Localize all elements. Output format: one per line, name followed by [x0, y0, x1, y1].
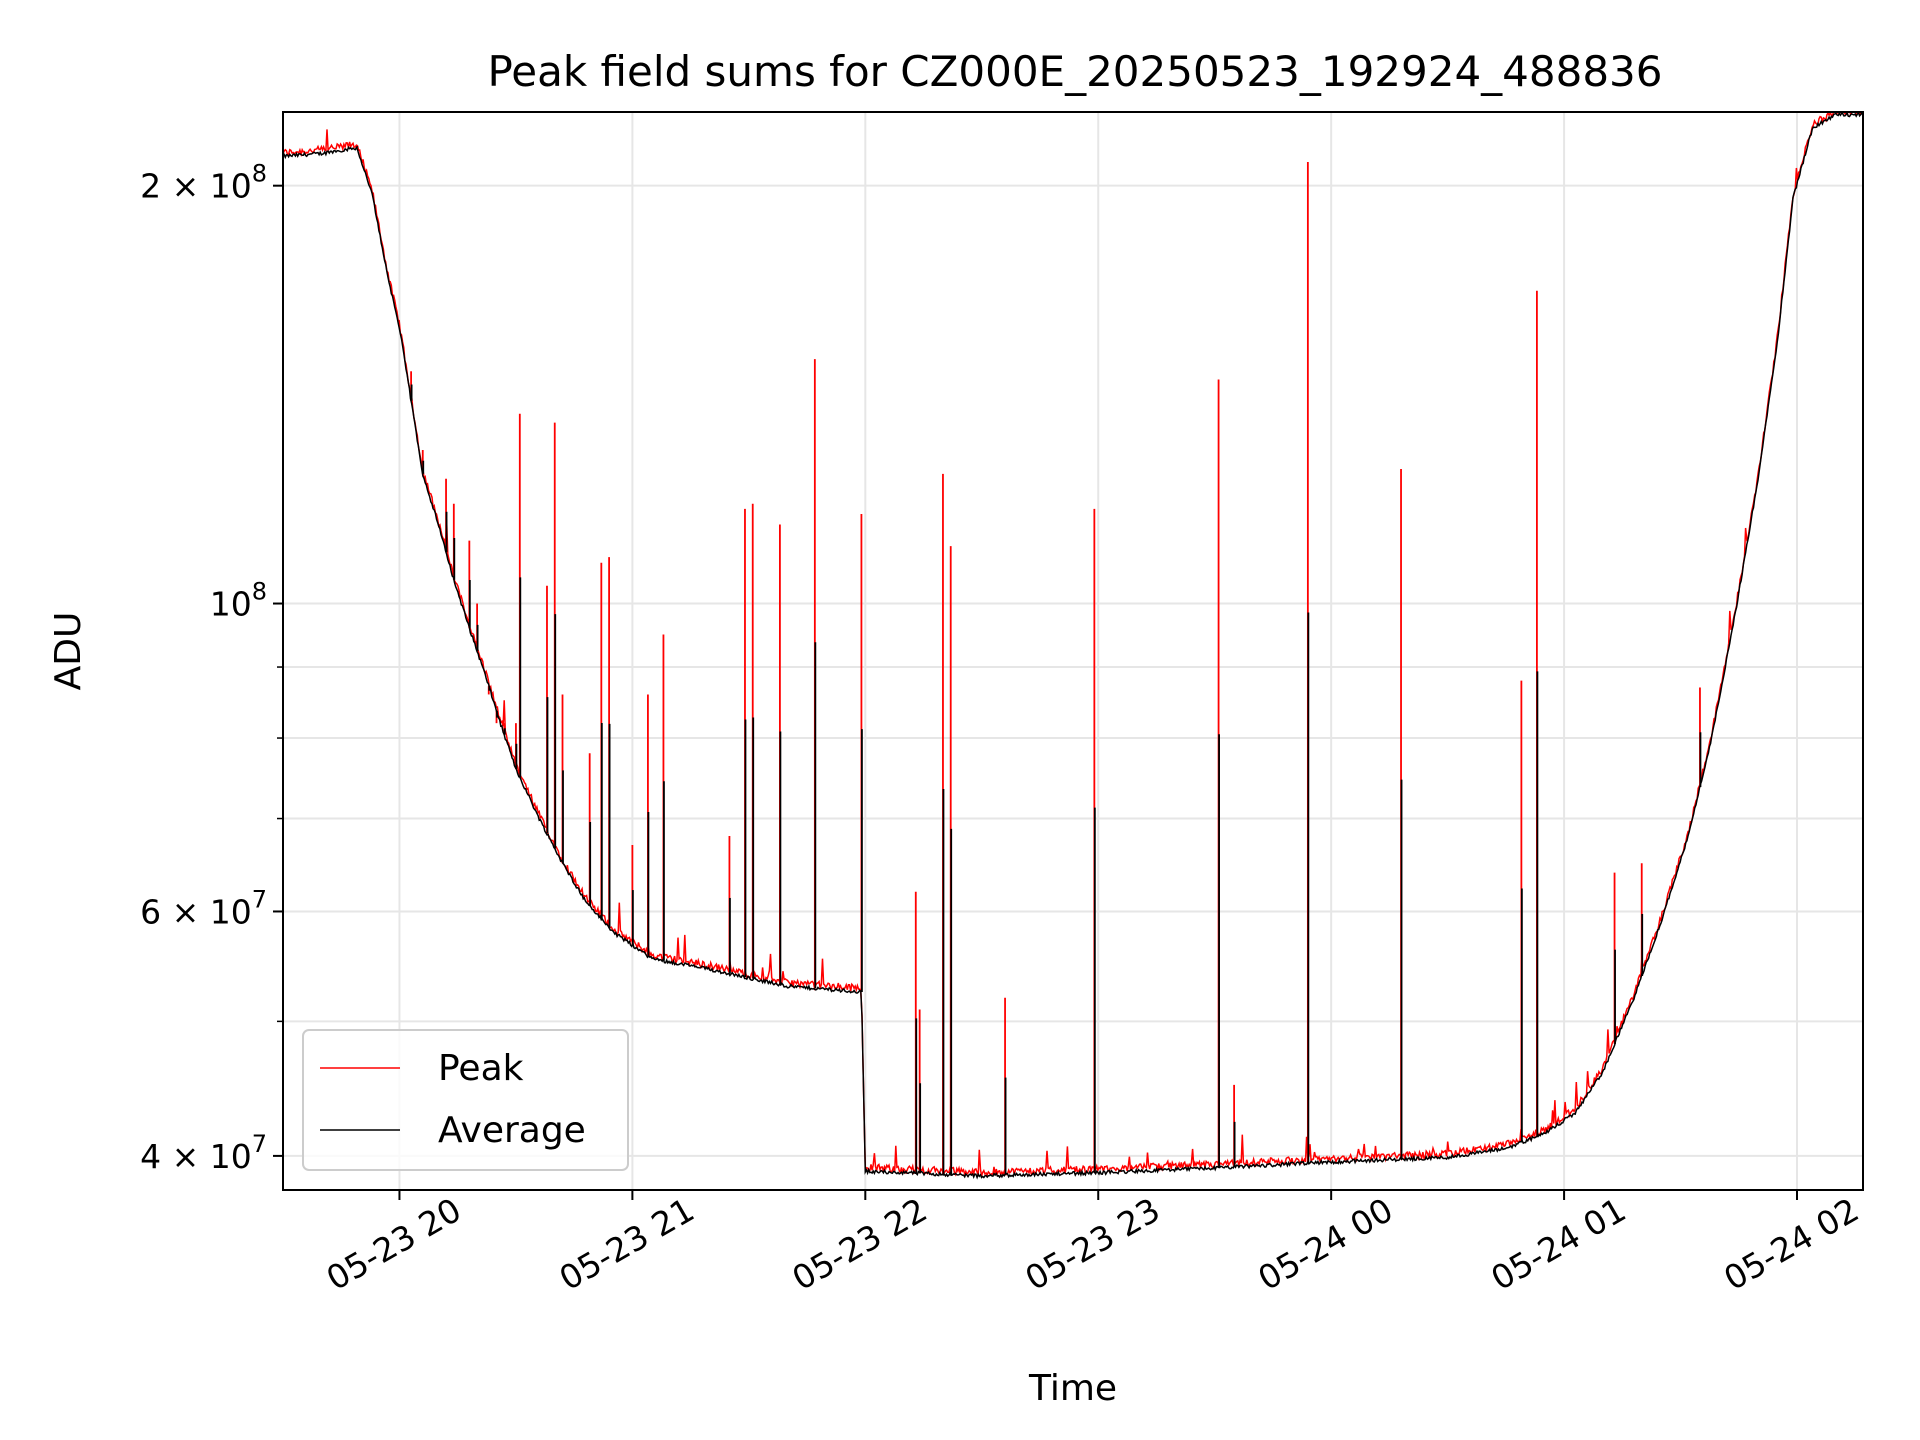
x-tick-label: 05-24 02 [1717, 1190, 1865, 1298]
y-tick-label: 2 × 108 [140, 160, 267, 206]
series-average [283, 112, 1863, 1180]
legend-label-peak: Peak [438, 1048, 524, 1089]
average-line [283, 112, 1863, 1180]
y-axis: 4 × 107 6 × 107 108 2 × 108 [140, 160, 283, 1176]
chart-title: Peak field sums for CZ000E_20250523_1929… [487, 47, 1662, 96]
x-tick-label: 05-24 00 [1251, 1190, 1399, 1298]
y-tick-label: 6 × 107 [140, 885, 267, 931]
x-tick-label: 05-24 01 [1484, 1190, 1632, 1298]
x-tick-label: 05-23 23 [1018, 1190, 1166, 1298]
x-axis-label: Time [1028, 1368, 1117, 1409]
x-tick-label: 05-23 22 [786, 1190, 934, 1298]
legend-box [302, 1029, 629, 1171]
legend-label-average: Average [438, 1110, 586, 1151]
y-tick-label: 4 × 107 [140, 1130, 267, 1176]
plot-area [283, 112, 1863, 1180]
x-tick-label: 05-23 20 [320, 1190, 468, 1298]
x-axis: 05-23 20 05-23 21 05-23 22 05-23 23 05-24 00… [320, 1190, 1865, 1298]
y-tick-label: 108 [210, 578, 267, 624]
plot-frame [282, 111, 1864, 1191]
legend: Peak Average [302, 1029, 629, 1171]
x-tick-label: 05-23 21 [553, 1190, 701, 1298]
y-axis-label: ADU [48, 612, 89, 691]
